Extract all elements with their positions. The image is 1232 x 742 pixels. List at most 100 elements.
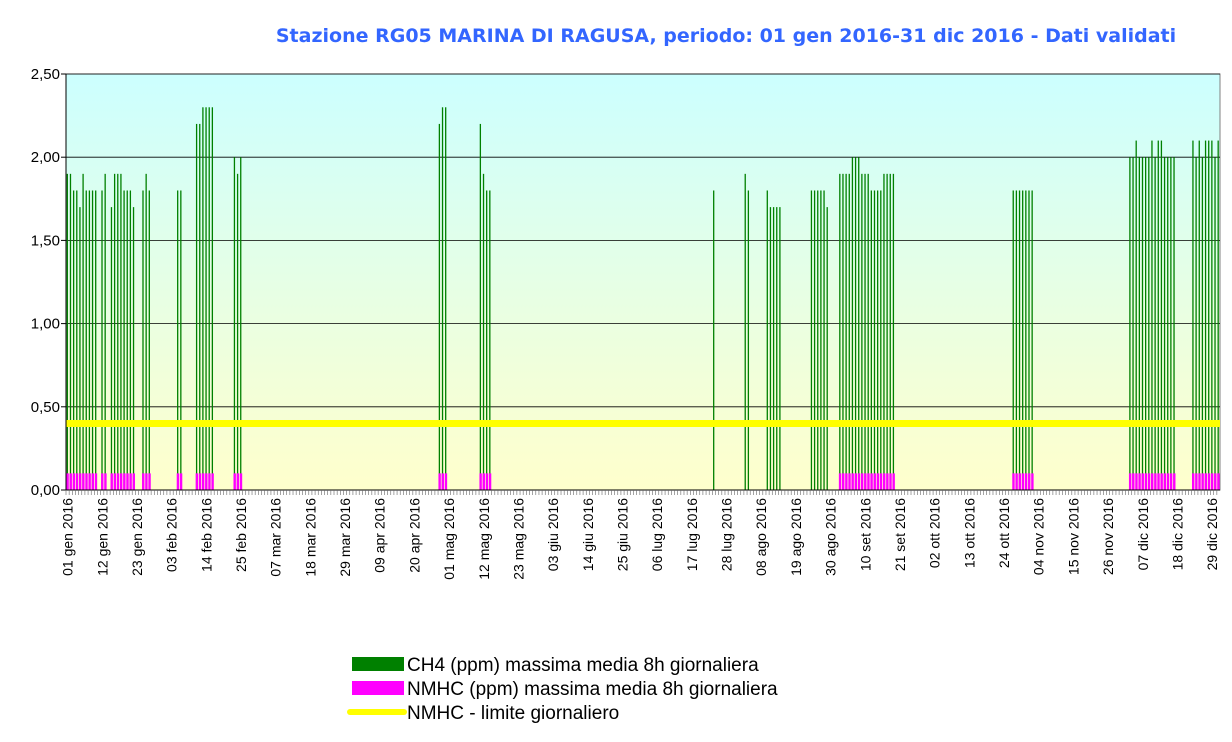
ch4-bar <box>479 123 482 491</box>
y-tick-label: 1,50 <box>31 232 60 249</box>
nmhc-bar <box>233 473 236 490</box>
nmhc-bar <box>842 473 845 490</box>
ch4-bar <box>1132 157 1134 490</box>
ch4-bar <box>441 107 444 490</box>
nmhc-bar <box>838 473 842 490</box>
ch4-bar <box>123 190 125 491</box>
nmhc-bar <box>201 473 205 490</box>
legend-label: CH4 (ppm) massima media 8h giornaliera <box>407 655 759 676</box>
nmhc-bar <box>854 473 858 490</box>
plot-area <box>65 73 1221 491</box>
nmhc-bar <box>75 473 79 490</box>
ch4-bar <box>769 207 772 490</box>
x-tick-label: 26 nov 2016 <box>1100 498 1116 575</box>
ch4-bar <box>117 173 119 490</box>
x-tick-label: 18 dic 2016 <box>1169 498 1185 571</box>
ch4-bar <box>823 190 825 491</box>
ch4-bar <box>1198 140 1200 490</box>
nmhc-bar <box>116 473 120 490</box>
ch4-bar <box>842 173 844 490</box>
ch4-bar <box>744 173 746 490</box>
nmhc-bar <box>873 473 876 490</box>
ch4-bar <box>1167 157 1169 490</box>
nmhc-bar <box>864 473 867 490</box>
legend-label: NMHC - limite giornaliero <box>407 703 619 724</box>
ch4-bar <box>1173 157 1175 490</box>
nmhc-bar <box>889 473 892 490</box>
x-tick-label: 12 mag 2016 <box>476 498 492 580</box>
ch4-bar <box>1151 140 1153 490</box>
nmhc-bar <box>69 473 72 490</box>
nmhc-bar <box>879 473 883 490</box>
nmhc-bar <box>208 473 211 490</box>
x-tick-label: 29 mar 2016 <box>337 498 353 577</box>
ch4-bar <box>95 190 97 491</box>
ch4-bar <box>1025 190 1027 491</box>
ch4-bar <box>779 207 781 490</box>
x-tick-label: 29 dic 2016 <box>1204 498 1220 571</box>
ch4-bar <box>1211 140 1213 490</box>
nmhc-bar <box>1141 473 1144 490</box>
nmhc-bar <box>211 473 214 490</box>
ch4-bar <box>1192 140 1194 490</box>
nmhc-bar <box>1210 473 1214 490</box>
nmhc-bar <box>1163 473 1167 490</box>
x-tick-label: 19 ago 2016 <box>788 498 804 576</box>
ch4-bar <box>240 157 242 490</box>
x-tick-label: 01 gen 2016 <box>60 498 76 576</box>
ch4-bar <box>1148 157 1150 490</box>
nmhc-bar <box>1144 473 1148 490</box>
nmhc-bar <box>205 473 208 490</box>
ch4-bar <box>892 173 895 490</box>
nmhc-bar <box>860 473 864 490</box>
ch4-bar <box>1204 140 1207 490</box>
nmhc-bar <box>1132 473 1135 490</box>
nmhc-bar <box>892 473 895 490</box>
nmhc-bar <box>236 473 240 490</box>
nmhc-bar <box>1169 473 1173 490</box>
nmhc-bar <box>845 473 848 490</box>
nmhc-bar <box>129 473 132 490</box>
ch4-bar <box>1138 157 1140 490</box>
x-tick-label: 20 apr 2016 <box>406 498 422 573</box>
x-tick-label: 02 ott 2016 <box>927 498 943 568</box>
nmhc-bar <box>1015 473 1018 490</box>
ch4-bar <box>129 190 132 491</box>
ch4-bar <box>845 173 847 490</box>
nmhc-bar <box>1128 473 1132 490</box>
ch4-bar <box>876 190 879 491</box>
x-tick-label: 25 feb 2016 <box>233 498 249 572</box>
ch4-bar <box>858 157 860 490</box>
ch4-bar <box>79 207 81 490</box>
y-tick-label: 0,50 <box>31 399 60 416</box>
ch4-bar <box>1135 140 1137 490</box>
nmhc-bar <box>110 473 113 490</box>
nmhc-bar <box>113 473 117 490</box>
ch4-bar <box>142 190 144 491</box>
ch4-bar <box>886 173 888 490</box>
x-tick-label: 24 ott 2016 <box>996 498 1012 568</box>
nmhc-bar <box>1018 473 1021 490</box>
x-tick-label: 01 mag 2016 <box>441 498 457 580</box>
ch4-bar <box>113 173 116 490</box>
ch4-bar <box>236 173 239 490</box>
nmhc-bar <box>66 473 69 490</box>
ch4-bar <box>1157 140 1159 490</box>
nmhc-bar <box>88 473 91 490</box>
ch4-bar <box>1031 190 1033 491</box>
nmhc-bar <box>1154 473 1157 490</box>
ch4-bar <box>1170 157 1172 490</box>
ch4-bar <box>208 107 210 490</box>
x-tick-label: 12 gen 2016 <box>94 498 110 576</box>
ch4-bar <box>110 207 113 490</box>
ch4-bar <box>747 190 750 491</box>
ch4-bar <box>861 173 863 490</box>
x-tick-label: 14 feb 2016 <box>198 498 214 572</box>
nmhc-bar <box>848 473 851 490</box>
nmhc-bar <box>883 473 886 490</box>
nmhc-bar <box>1160 473 1163 490</box>
ch4-bar <box>66 173 68 490</box>
x-tick-label: 03 giu 2016 <box>545 498 561 571</box>
ch4-bar <box>202 107 204 490</box>
ch4-bar <box>85 190 87 491</box>
